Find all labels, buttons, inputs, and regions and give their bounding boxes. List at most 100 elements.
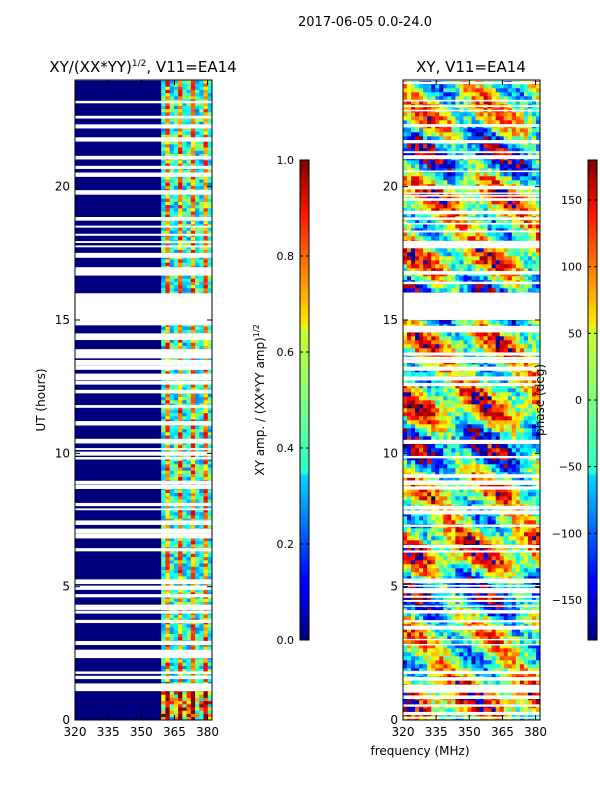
- heatmap-cell: [165, 105, 170, 110]
- heatmap-cell: [178, 601, 183, 606]
- heatmap-cell: [186, 112, 192, 116]
- heatmap-cell: [169, 243, 175, 247]
- heatmap-cell: [178, 140, 183, 145]
- heatmap-cell: [161, 512, 166, 516]
- heatmap-cell: [527, 484, 533, 489]
- heatmap-cell: [207, 275, 212, 279]
- heatmap-cell: [531, 484, 537, 489]
- heatmap-cell: [178, 668, 183, 673]
- heatmap-cell: [403, 636, 408, 641]
- heatmap-cell: [527, 640, 533, 645]
- heatmap-cell: [467, 564, 472, 569]
- heatmap-cell: [403, 568, 408, 573]
- heatmap-cell: [443, 488, 448, 493]
- heatmap-cell: [178, 259, 183, 263]
- heatmap-cell: [515, 472, 521, 477]
- heatmap-cell: [161, 118, 166, 122]
- heatmap-cell: [479, 448, 484, 453]
- heatmap-cell: [423, 708, 428, 713]
- heatmap-cell: [511, 636, 517, 641]
- heatmap-cell: [199, 160, 204, 164]
- heatmap-cell: [165, 598, 170, 602]
- heatmap-cell: [535, 644, 540, 649]
- heatmap-cell: [173, 406, 179, 410]
- heatmap-cell: [479, 560, 484, 565]
- heatmap-cell: [439, 520, 444, 525]
- heatmap-cell: [178, 489, 183, 494]
- heatmap-cell: [178, 576, 183, 580]
- heatmap-cell: [203, 512, 209, 516]
- heatmap-cell: [169, 144, 175, 148]
- heatmap-cell: [527, 680, 533, 685]
- heatmap-cell: [403, 536, 408, 541]
- heatmap-cell: [483, 656, 488, 661]
- heatmap-cell: [479, 444, 484, 449]
- heatmap-cell: [491, 556, 496, 561]
- heatmap-cell: [182, 211, 187, 215]
- heatmap-cell: [479, 600, 484, 605]
- heatmap-cell: [463, 516, 468, 521]
- heatmap-cell: [190, 284, 196, 289]
- heatmap-cell: [431, 612, 436, 617]
- heatmap-cell: [207, 428, 212, 433]
- heatmap-cell: [447, 664, 452, 669]
- heatmap-cell: [415, 448, 420, 453]
- heatmap-cell: [203, 464, 209, 468]
- heatmap-cell: [419, 680, 424, 685]
- heatmap-cell: [161, 147, 166, 151]
- heatmap-cell: [455, 656, 460, 661]
- heatmap-cell: [207, 576, 212, 580]
- heatmap-cell: [531, 572, 537, 577]
- heatmap-cell: [195, 467, 200, 471]
- heatmap-cell: [195, 345, 200, 350]
- flag-row: [75, 480, 212, 485]
- heatmap-cell: [479, 556, 484, 561]
- heatmap-cell: [186, 220, 192, 225]
- heatmap-cell: [178, 518, 183, 522]
- heatmap-cell: [161, 598, 166, 602]
- heatmap-cell: [186, 704, 192, 708]
- heatmap-cell: [199, 553, 204, 558]
- heatmap-cell: [403, 600, 408, 605]
- heatmap-cell: [455, 628, 460, 633]
- heatmap-cell: [178, 467, 183, 471]
- heatmap-cell: [451, 680, 456, 685]
- heatmap-cell: [527, 508, 533, 513]
- heatmap-cell: [190, 214, 196, 218]
- heatmap-cell: [407, 500, 412, 505]
- heatmap-cell: [165, 227, 170, 231]
- heatmap-cell: [195, 665, 200, 670]
- heatmap-cell: [207, 108, 212, 113]
- heatmap-cell: [165, 147, 170, 151]
- heatmap-cell: [178, 710, 183, 714]
- heatmap-cell: [439, 568, 444, 573]
- heatmap-cell: [435, 672, 440, 677]
- heatmap-cell: [435, 460, 440, 465]
- heatmap-cell: [455, 652, 460, 657]
- heatmap-cell: [182, 329, 187, 334]
- heatmap-cell: [439, 616, 444, 621]
- heatmap-cell: [178, 694, 183, 698]
- heatmap-cell: [523, 460, 529, 465]
- heatmap-cell: [182, 496, 187, 500]
- heatmap-cell: [531, 648, 537, 653]
- heatmap-cell: [178, 582, 183, 586]
- heatmap-cell: [186, 185, 192, 190]
- heatmap-cell: [503, 652, 509, 657]
- heatmap-cell: [411, 428, 416, 433]
- heatmap-cell: [182, 707, 187, 711]
- heatmap-cell: [487, 640, 492, 645]
- heatmap-cell: [161, 694, 166, 698]
- heatmap-cell: [182, 406, 187, 410]
- heatmap-cell: [451, 500, 456, 505]
- heatmap-cell: [203, 144, 209, 148]
- heatmap-cell: [182, 86, 187, 90]
- heatmap-cell: [407, 476, 412, 481]
- heatmap-cell: [511, 672, 517, 677]
- heatmap-cell: [423, 468, 428, 473]
- heatmap-cell: [182, 601, 187, 606]
- heatmap-cell: [173, 387, 179, 391]
- heatmap-cell: [207, 393, 212, 398]
- heatmap-cell: [507, 640, 513, 645]
- heatmap-cell: [182, 147, 187, 151]
